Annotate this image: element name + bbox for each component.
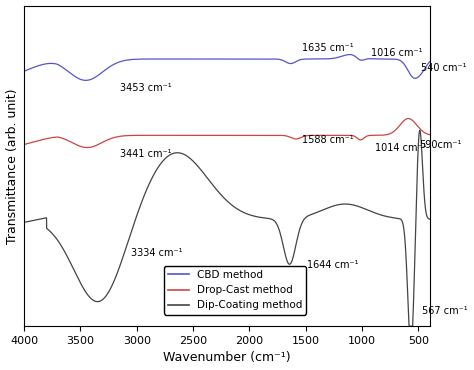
Drop-Cast method [70, 141, 76, 145]
Y-axis label: Transmittance (arb. unit): Transmittance (arb. unit) [6, 88, 18, 243]
Line: Dip-Coating method: Dip-Coating method [24, 130, 430, 326]
Drop-Cast method [70, 141, 75, 145]
CBD method [427, 60, 433, 64]
CBD method [70, 73, 76, 77]
Dip-Coating method [417, 128, 423, 132]
Dip-Coating method [406, 324, 412, 329]
Text: 540 cm⁻¹: 540 cm⁻¹ [421, 63, 467, 73]
Drop-Cast method [47, 136, 53, 140]
Drop-Cast method [427, 132, 433, 137]
Drop-Cast method [405, 116, 411, 121]
Text: 3334 cm⁻¹: 3334 cm⁻¹ [131, 248, 182, 258]
Drop-Cast method [301, 134, 307, 138]
Text: 3453 cm⁻¹: 3453 cm⁻¹ [120, 83, 172, 93]
Line: Drop-Cast method: Drop-Cast method [24, 118, 430, 148]
CBD method [47, 61, 53, 65]
Dip-Coating method [21, 220, 27, 225]
Dip-Coating method [301, 217, 307, 221]
Text: 3441 cm⁻¹: 3441 cm⁻¹ [120, 149, 172, 159]
Drop-Cast method [335, 133, 340, 138]
Dip-Coating method [70, 265, 75, 269]
Line: CBD method: CBD method [24, 54, 430, 80]
Dip-Coating method [47, 229, 53, 233]
Dip-Coating method [147, 179, 153, 184]
Legend: CBD method, Drop-Cast method, Dip-Coating method: CBD method, Drop-Cast method, Dip-Coatin… [164, 266, 307, 314]
Text: 1588 cm⁻¹: 1588 cm⁻¹ [302, 135, 354, 145]
Text: 1644 cm⁻¹: 1644 cm⁻¹ [307, 260, 358, 270]
Drop-Cast method [21, 142, 27, 147]
CBD method [21, 69, 27, 74]
Drop-Cast method [147, 133, 153, 138]
Dip-Coating method [427, 217, 433, 221]
CBD method [347, 52, 353, 57]
X-axis label: Wavenumber (cm⁻¹): Wavenumber (cm⁻¹) [163, 352, 291, 364]
Text: 590cm⁻¹: 590cm⁻¹ [419, 139, 462, 149]
CBD method [83, 78, 89, 83]
CBD method [301, 57, 307, 61]
Dip-Coating method [335, 203, 340, 207]
CBD method [70, 73, 75, 77]
Dip-Coating method [70, 266, 76, 270]
Text: 1016 cm⁻¹: 1016 cm⁻¹ [371, 48, 423, 58]
Drop-Cast method [84, 145, 90, 150]
Text: 1635 cm⁻¹: 1635 cm⁻¹ [302, 43, 354, 53]
CBD method [335, 55, 340, 60]
Text: 1014 cm⁻¹: 1014 cm⁻¹ [374, 142, 426, 152]
CBD method [147, 57, 153, 61]
Text: 567 cm⁻¹: 567 cm⁻¹ [422, 306, 468, 316]
